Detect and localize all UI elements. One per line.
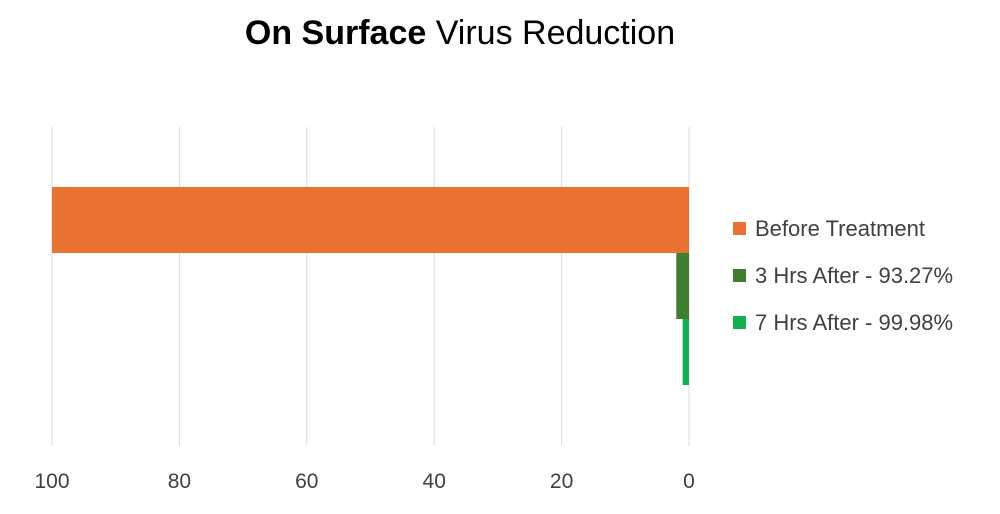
legend-label: Before Treatment — [755, 215, 925, 241]
bar-2 — [682, 319, 689, 385]
x-tick-label: 20 — [550, 470, 573, 493]
legend: Before Treatment 3 Hrs After - 93.27% 7 Hr… — [733, 205, 953, 346]
x-tick-label: 100 — [34, 470, 69, 493]
legend-swatch — [733, 316, 746, 329]
bar-0 — [52, 187, 689, 253]
chart-title-bold: On Surface — [244, 14, 427, 52]
legend-item: 3 Hrs After - 93.27% — [733, 252, 953, 299]
legend-item: Before Treatment — [733, 205, 953, 252]
x-tick-label: 0 — [683, 470, 695, 493]
legend-label: 3 Hrs After - 93.27% — [755, 262, 954, 288]
x-tick-label: 80 — [168, 470, 191, 493]
legend-item: 7 Hrs After - 99.98% — [733, 299, 953, 346]
bar-1 — [676, 253, 689, 319]
chart-title-rest: Virus Reduction — [435, 14, 676, 52]
legend-label: 7 Hrs After - 99.98% — [755, 309, 954, 335]
chart-title: On Surface Virus Reduction — [0, 14, 920, 53]
x-tick-label: 60 — [295, 470, 318, 493]
bars — [52, 187, 689, 385]
x-tick-label: 40 — [423, 470, 446, 493]
gridlines — [51, 127, 690, 446]
x-axis-ticks: 100 80 60 40 20 0 — [34, 470, 694, 493]
legend-swatch — [733, 222, 746, 235]
legend-swatch — [733, 269, 746, 282]
